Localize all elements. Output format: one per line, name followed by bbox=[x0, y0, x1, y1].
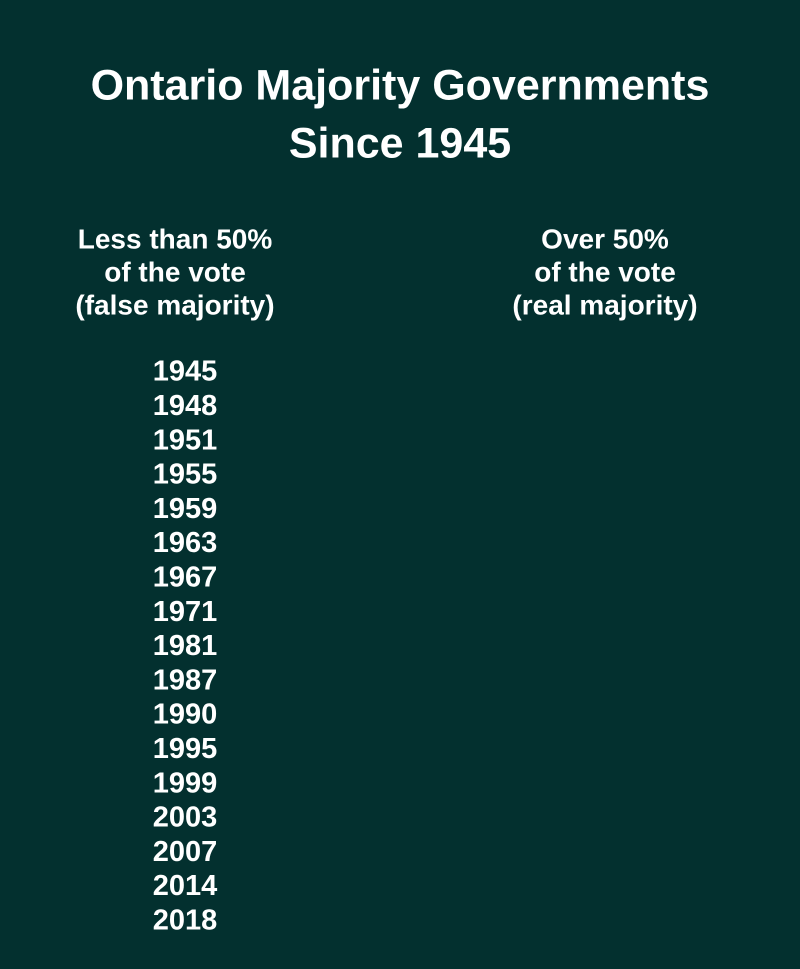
column-header: of the vote bbox=[104, 256, 246, 287]
year: 2003 bbox=[153, 802, 218, 834]
year: 1995 bbox=[153, 733, 218, 765]
column-header: of the vote bbox=[534, 256, 676, 287]
year: 1987 bbox=[153, 664, 218, 696]
year: 2014 bbox=[153, 870, 218, 902]
year: 1971 bbox=[153, 596, 218, 628]
year: 2007 bbox=[153, 836, 218, 868]
year: 1967 bbox=[153, 561, 218, 593]
title-line: Ontario Majority Governments bbox=[91, 61, 710, 109]
column-header: (false majority) bbox=[75, 289, 274, 320]
title-line: Since 1945 bbox=[289, 119, 511, 167]
year: 1945 bbox=[153, 356, 218, 388]
column-header: Less than 50% bbox=[78, 223, 273, 254]
year: 1999 bbox=[153, 767, 218, 799]
year: 1948 bbox=[153, 390, 218, 422]
year: 1963 bbox=[153, 527, 218, 559]
year: 1981 bbox=[153, 630, 218, 662]
year: 2018 bbox=[153, 904, 218, 936]
year: 1955 bbox=[153, 459, 218, 491]
column-header: Over 50% bbox=[541, 223, 669, 254]
year: 1951 bbox=[153, 424, 218, 456]
year: 1990 bbox=[153, 699, 218, 731]
year: 1959 bbox=[153, 493, 218, 525]
column-header: (real majority) bbox=[512, 289, 697, 320]
